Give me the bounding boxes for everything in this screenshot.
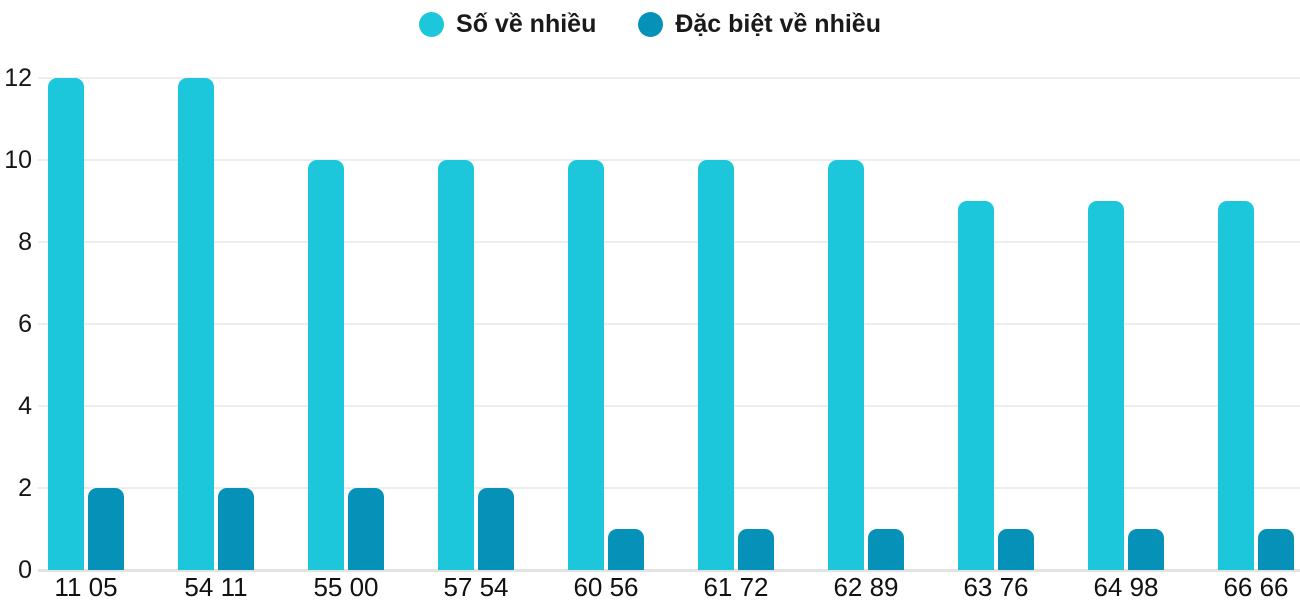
x-axis-category-label: 55 00 [313,572,379,600]
bar-secondary [608,529,644,570]
y-axis-tick-label: 12 [4,64,32,92]
y-axis-tick-label: 0 [18,556,32,584]
x-axis-category-label: 63 76 [963,572,1029,600]
bar-primary [958,201,994,570]
bar-primary [1218,201,1254,570]
bar-secondary [1258,529,1294,570]
bar-secondary [478,488,514,570]
bar-primary [178,78,214,570]
x-axis-category-label: 64 98 [1093,572,1159,600]
x-axis-category-label: 57 54 [443,572,509,600]
x-axis-category-label: 61 72 [703,572,769,600]
x-axis-category-label: 60 56 [573,572,639,600]
chart-legend: Số về nhiều Đặc biệt về nhiều [0,12,1300,37]
legend-item-series1[interactable]: Đặc biệt về nhiều [638,12,881,37]
bar-secondary [348,488,384,570]
x-axis-category-label: 11 05 [54,572,118,600]
bar-primary [308,160,344,570]
bar-secondary [1128,529,1164,570]
y-axis-tick-label: 6 [18,310,32,338]
x-axis-category-label: 66 66 [1223,572,1289,600]
bar-secondary [88,488,124,570]
x-axis-category-label: 62 89 [833,572,899,600]
bar-secondary [868,529,904,570]
y-axis-tick-label: 2 [18,474,32,502]
legend-label: Đặc biệt về nhiều [675,10,881,38]
legend-label: Số về nhiều [456,10,597,38]
bar-primary [48,78,84,570]
bar-secondary [998,529,1034,570]
gridline-y12 [38,77,1300,79]
legend-swatch-icon [638,12,664,37]
gridline-y8 [38,241,1300,243]
bar-primary [568,160,604,570]
bar-secondary [218,488,254,570]
bar-primary [438,160,474,570]
gridline-y2 [38,487,1300,489]
y-axis-tick-label: 8 [18,228,32,256]
bar-secondary [738,529,774,570]
y-axis-tick-label: 10 [4,146,32,174]
x-axis-category-label: 54 11 [184,572,248,600]
gridline-y4 [38,405,1300,407]
legend-item-series0[interactable]: Số về nhiều [419,12,596,37]
gridline-y0 [38,569,1300,572]
gridline-y10 [38,159,1300,161]
bar-primary [828,160,864,570]
bar-primary [1088,201,1124,570]
y-axis-tick-label: 4 [18,392,32,420]
legend-swatch-icon [419,12,445,37]
gridline-y6 [38,323,1300,325]
bar-primary [698,160,734,570]
